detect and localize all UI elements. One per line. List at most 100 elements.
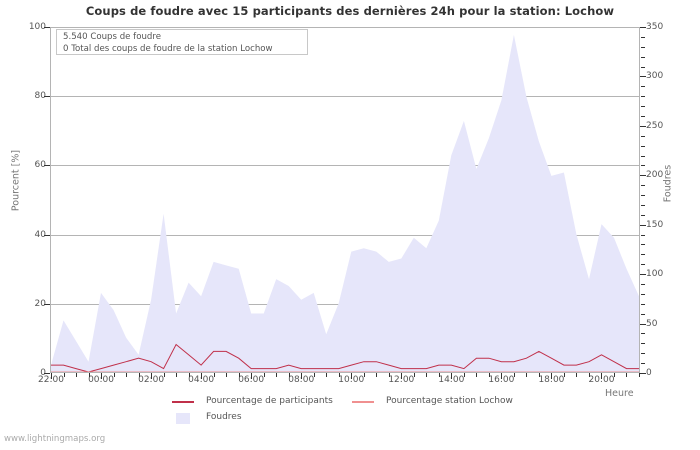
y-axis-right-tick-label: 50	[646, 318, 658, 329]
y-axis-right-minor-tick	[641, 86, 645, 88]
x-axis-tick-label: 10:00	[338, 375, 365, 385]
series-line-participants	[51, 345, 639, 373]
y-axis-right-tick-label: 250	[646, 120, 664, 131]
y-axis-right-minor-tick	[641, 264, 645, 266]
y-axis-left-tick-label: 100	[28, 22, 46, 32]
y-axis-right-tick	[640, 27, 646, 28]
legend-item[interactable]: Pourcentage de participants	[172, 396, 372, 410]
x-axis-minor-tick	[126, 373, 128, 377]
x-axis-tick	[201, 373, 203, 379]
chart-legend: Pourcentage de participants Pourcentage s…	[0, 396, 700, 430]
y-axis-right-minor-tick	[641, 46, 645, 48]
y-axis-right-minor-tick	[641, 303, 645, 305]
y-axis-right-minor-tick	[641, 343, 645, 345]
y-axis-right-minor-tick	[641, 106, 645, 108]
gridline	[51, 96, 639, 98]
y-axis-left-tick-label: 20	[34, 298, 46, 309]
x-axis-tick-label: 16:00	[488, 375, 515, 385]
x-axis-title: Heure	[605, 388, 634, 399]
annotation-total-strokes: 5.540 Coups de foudre	[63, 32, 161, 42]
y-axis-right-minor-tick	[641, 293, 645, 295]
y-axis-left-tick	[44, 303, 50, 305]
legend-item[interactable]: Pourcentage station Lochow	[352, 396, 552, 410]
x-axis-tick-label: 06:00	[238, 375, 265, 385]
y-axis-right-tick	[640, 274, 646, 276]
x-axis-minor-tick	[563, 373, 565, 377]
x-axis-minor-tick	[326, 373, 328, 377]
x-axis-minor-tick	[188, 373, 190, 377]
x-axis-tick	[151, 373, 153, 379]
y-axis-left-tick	[44, 165, 50, 167]
y-axis-left-tick	[44, 27, 50, 28]
y-axis-left-tick-label: 60	[34, 160, 46, 171]
x-axis-minor-tick	[526, 373, 528, 377]
gridline	[51, 234, 639, 236]
annotation-station-strokes: 0 Total des coups de foudre de la statio…	[63, 44, 273, 54]
x-axis-tick	[251, 373, 253, 379]
x-axis-minor-tick	[313, 373, 315, 377]
x-axis-tick	[601, 373, 603, 379]
x-axis-tick	[501, 373, 503, 379]
x-axis-minor-tick	[176, 373, 178, 377]
x-axis-minor-tick	[476, 373, 478, 377]
watermark: www.lightningmaps.org	[4, 434, 106, 444]
y-axis-right-minor-tick	[641, 155, 645, 157]
y-axis-right-minor-tick	[641, 36, 645, 38]
x-axis-minor-tick	[163, 373, 165, 377]
inner-annotation-box: 5.540 Coups de foudre 0 Total des coups …	[56, 29, 308, 55]
plot-series-svg	[51, 34, 639, 373]
y-axis-right-minor-tick	[641, 333, 645, 335]
y-axis-left-tick	[44, 234, 50, 236]
x-axis-minor-tick	[513, 373, 515, 377]
x-axis-tick	[351, 373, 353, 379]
x-axis-minor-tick	[588, 373, 590, 377]
x-axis-tick-label: 00:00	[88, 375, 114, 385]
x-axis-minor-tick	[376, 373, 378, 377]
y-axis-right-minor-tick	[641, 353, 645, 355]
y-axis-right-tick	[640, 323, 646, 325]
x-axis-tick-label: 04:00	[188, 375, 215, 385]
gridline	[51, 165, 639, 167]
x-axis-minor-tick	[113, 373, 115, 377]
y-axis-left-labels: 0 20 40 60 80 100	[0, 0, 46, 450]
x-axis-labels: 22:00 00:00 02:00 04:00 06:00 08:00 10:00 12:00…	[0, 375, 700, 391]
y-axis-left-tick-label: 40	[34, 229, 46, 240]
x-axis-minor-tick	[76, 373, 78, 377]
legend-line-swatch	[172, 401, 194, 403]
y-axis-right-tick	[640, 175, 646, 177]
y-axis-right-minor-tick	[641, 204, 645, 206]
y-axis-right-minor-tick	[641, 56, 645, 58]
y-axis-left-tick-label: 80	[34, 91, 46, 102]
y-axis-right-tick	[640, 125, 646, 127]
y-axis-right-tick-label: 300	[646, 71, 664, 82]
x-axis-minor-tick	[576, 373, 578, 377]
y-axis-right-tick-label: 350	[646, 22, 664, 32]
x-axis-tick	[101, 373, 103, 379]
x-axis-minor-tick	[538, 373, 540, 377]
legend-item[interactable]: Foudres	[172, 412, 372, 426]
y-axis-right-minor-tick	[641, 195, 645, 197]
x-axis-tick	[451, 373, 453, 379]
y-axis-right-minor-tick	[641, 165, 645, 167]
legend-box-swatch	[176, 413, 190, 424]
y-axis-right-minor-tick	[641, 145, 645, 147]
x-axis-minor-tick	[388, 373, 390, 377]
x-axis-minor-tick	[213, 373, 215, 377]
y-axis-right-minor-tick	[641, 135, 645, 137]
x-axis-minor-tick	[238, 373, 240, 377]
legend-line-swatch	[352, 401, 374, 403]
y-axis-right-minor-tick	[641, 363, 645, 365]
x-axis-tick-label: 18:00	[538, 375, 565, 385]
y-axis-right-tick-label: 150	[646, 219, 664, 230]
x-axis-minor-tick	[639, 373, 640, 377]
x-axis-minor-tick	[263, 373, 265, 377]
x-axis-tick	[551, 373, 553, 379]
y-axis-left-tick	[44, 373, 50, 374]
x-axis-tick-label: 20:00	[588, 375, 615, 385]
x-axis-minor-tick	[226, 373, 228, 377]
x-axis-tick-label: 22:00	[38, 375, 64, 385]
legend-label: Pourcentage station Lochow	[386, 396, 513, 406]
x-axis-tick-label: 02:00	[138, 375, 165, 385]
y-axis-right-minor-tick	[641, 66, 645, 68]
